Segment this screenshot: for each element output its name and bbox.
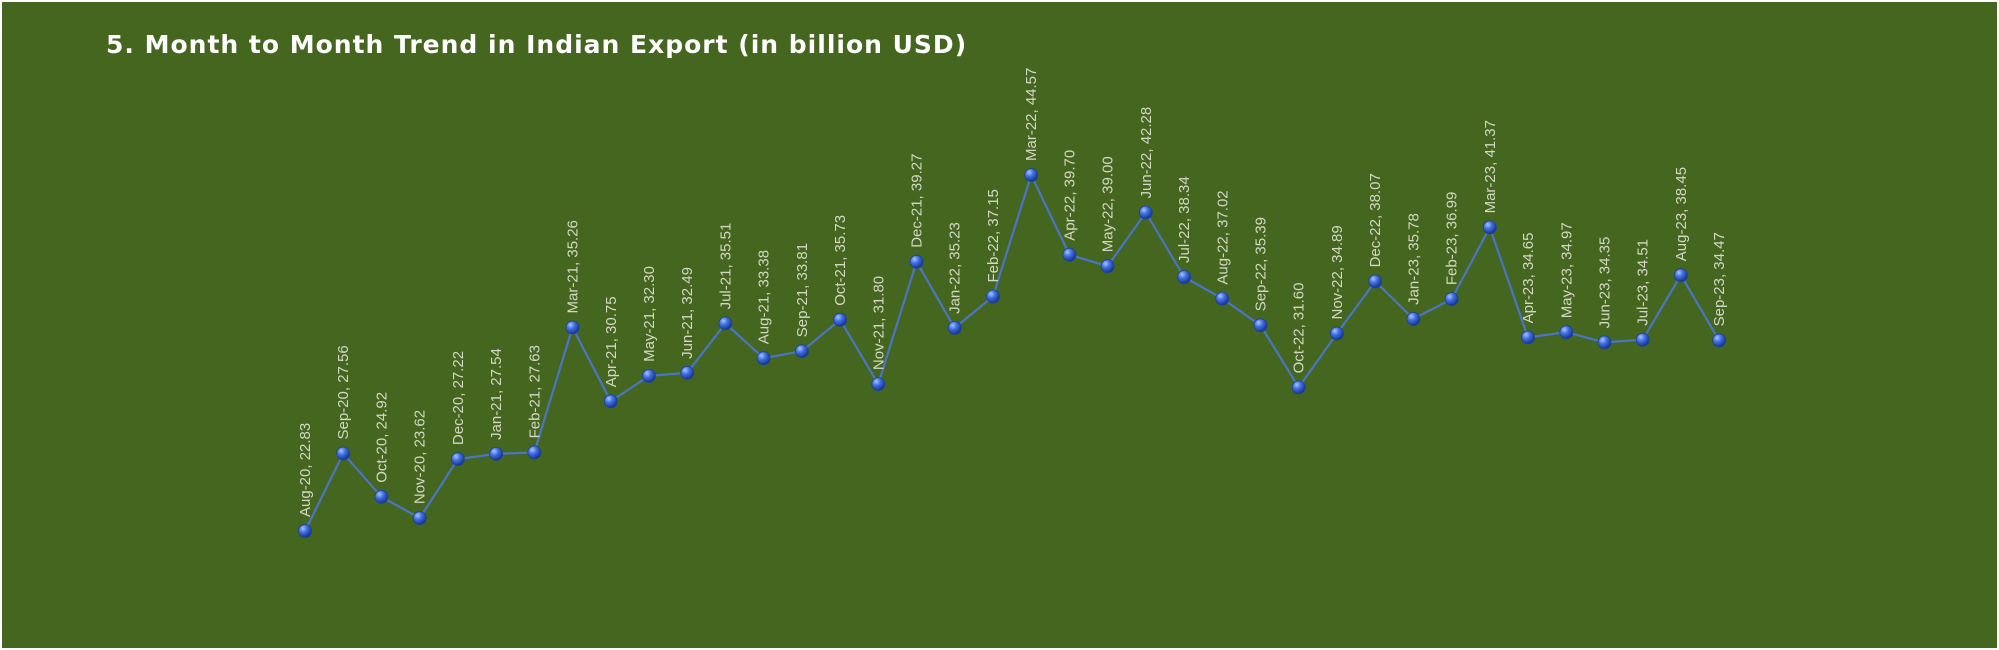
data-labels-layer: Aug-20, 22.83 Sep-20, 27.56 Oct-20, 24.92 N… <box>297 68 1728 517</box>
data-label: Jan-23, 35.78 <box>1405 213 1422 305</box>
data-label: Dec-21, 39.27 <box>909 154 926 248</box>
data-label: Dec-20, 27.22 <box>450 351 467 445</box>
data-label: Aug-21, 33.38 <box>756 250 773 344</box>
data-label: Sep-21, 33.81 <box>794 243 811 337</box>
data-label: Nov-22, 34.89 <box>1329 225 1346 319</box>
data-label: May-23, 34.97 <box>1558 222 1575 318</box>
data-point <box>1482 220 1497 235</box>
data-label: Mar-22, 44.57 <box>1023 68 1040 161</box>
data-point <box>986 289 1000 304</box>
data-point <box>1597 335 1612 350</box>
data-point <box>909 254 924 269</box>
data-point <box>871 377 886 392</box>
data-point <box>1368 274 1383 289</box>
data-point <box>1674 268 1688 283</box>
data-point <box>1635 332 1650 347</box>
markers-layer <box>298 168 1726 538</box>
data-point <box>1444 292 1459 307</box>
data-point <box>1559 325 1574 340</box>
data-label: Apr-21, 30.75 <box>603 296 620 387</box>
data-point <box>336 446 351 461</box>
data-label: May-21, 32.30 <box>641 266 658 362</box>
data-label: Feb-23, 36.99 <box>1444 192 1461 285</box>
data-point <box>1100 259 1115 274</box>
data-label: Nov-20, 23.62 <box>412 410 429 504</box>
data-point <box>1138 205 1153 220</box>
data-label: Apr-23, 34.65 <box>1520 232 1537 323</box>
data-point <box>527 445 542 460</box>
data-point <box>1712 333 1726 348</box>
data-label: Jul-22, 38.34 <box>1176 176 1193 263</box>
data-label: Feb-22, 37.15 <box>985 189 1002 282</box>
data-label: Nov-21, 31.80 <box>870 276 887 370</box>
data-point <box>412 511 427 525</box>
data-point <box>718 316 733 331</box>
data-label: Sep-20, 27.56 <box>335 345 352 439</box>
data-point <box>1330 326 1344 341</box>
chart-title: 5. Month to Month Trend in Indian Export… <box>106 30 968 59</box>
data-label: Sep-22, 35.39 <box>1253 217 1270 311</box>
data-point <box>374 489 389 504</box>
data-label: Jul-23, 34.51 <box>1635 239 1652 326</box>
data-point <box>1215 291 1230 306</box>
data-point <box>833 312 847 327</box>
data-label: Jul-21, 35.51 <box>717 223 734 310</box>
data-point <box>680 365 695 380</box>
data-point <box>489 446 504 461</box>
series-line-layer <box>304 173 1721 532</box>
data-point <box>756 351 771 366</box>
data-point <box>1291 380 1306 395</box>
data-label: Oct-21, 35.73 <box>832 215 849 306</box>
data-label: Mar-21, 35.26 <box>565 220 582 313</box>
data-point <box>1177 270 1191 284</box>
data-label: Jun-21, 32.49 <box>679 267 696 359</box>
data-point <box>1024 168 1039 182</box>
data-label: Feb-21, 27.63 <box>526 345 543 438</box>
data-label: Jan-22, 35.23 <box>947 222 964 314</box>
data-label: Dec-22, 38.07 <box>1367 173 1384 267</box>
data-point <box>603 394 618 409</box>
data-point <box>298 524 312 538</box>
data-label: Sep-23, 34.47 <box>1711 232 1728 326</box>
data-label: May-22, 39.00 <box>1100 156 1117 252</box>
data-label: Oct-22, 31.60 <box>1291 283 1308 374</box>
data-point <box>450 452 465 467</box>
series-line <box>304 173 1721 532</box>
data-label: Aug-23, 38.45 <box>1673 167 1690 261</box>
data-label: Oct-20, 24.92 <box>373 392 390 483</box>
data-point <box>1062 247 1077 262</box>
data-point <box>947 320 962 335</box>
data-point <box>795 344 809 359</box>
data-label: Jan-21, 27.54 <box>488 348 505 440</box>
data-label: Jun-23, 34.35 <box>1597 237 1614 329</box>
data-label: Aug-22, 37.02 <box>1214 190 1231 284</box>
data-label: Aug-20, 22.83 <box>297 423 314 517</box>
data-point <box>1253 318 1268 333</box>
data-point <box>1406 311 1421 326</box>
data-label: Jun-22, 42.28 <box>1138 107 1155 199</box>
data-point <box>565 320 580 335</box>
data-label: Apr-22, 39.70 <box>1061 150 1078 241</box>
data-label: Mar-23, 41.37 <box>1482 120 1499 213</box>
data-point <box>642 368 656 383</box>
data-point <box>1521 330 1535 345</box>
